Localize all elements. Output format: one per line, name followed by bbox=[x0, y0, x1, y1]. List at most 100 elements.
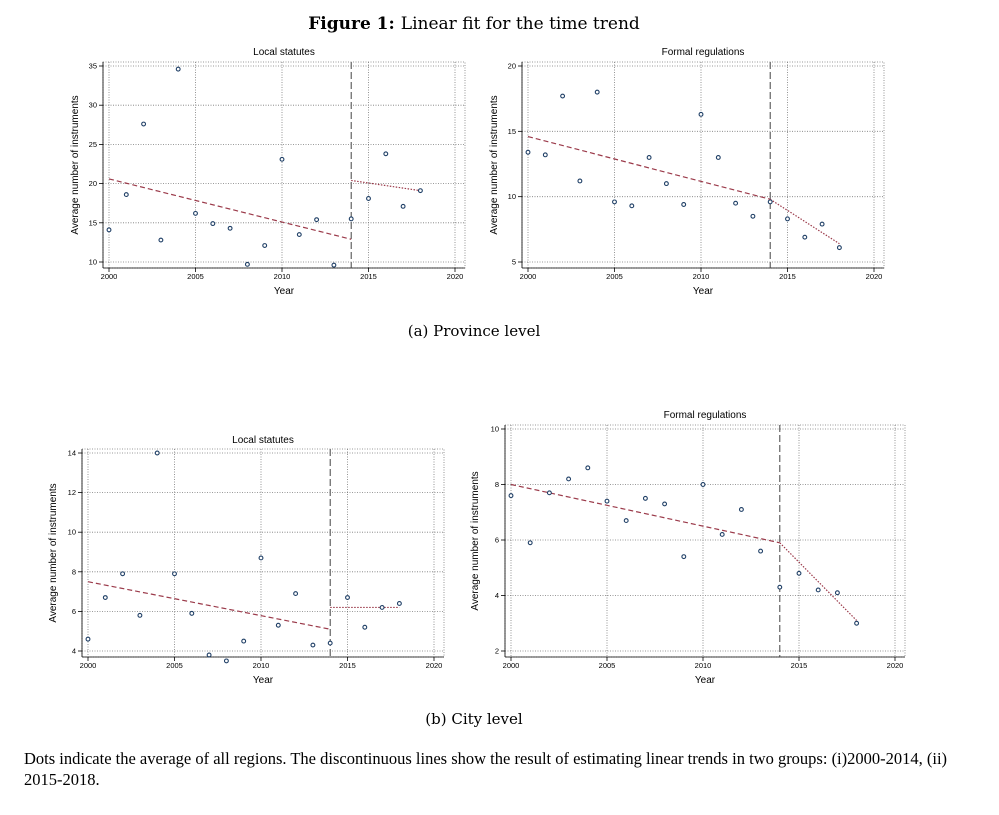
y-tick-label: 15 bbox=[89, 218, 97, 227]
panel-title: Local statutes bbox=[253, 47, 315, 58]
plot-frame bbox=[102, 61, 466, 269]
data-point bbox=[400, 203, 406, 209]
data-point bbox=[244, 261, 250, 267]
plot-frame bbox=[81, 448, 445, 658]
data-point bbox=[154, 450, 160, 456]
x-tick-label: 2000 bbox=[80, 661, 97, 670]
data-point bbox=[646, 155, 652, 160]
data-point bbox=[577, 178, 583, 184]
x-tick-label: 2010 bbox=[274, 272, 291, 281]
data-point bbox=[527, 540, 533, 546]
y-tick-label: 10 bbox=[491, 425, 499, 434]
x-tick-label: 2020 bbox=[447, 272, 464, 281]
data-point bbox=[331, 262, 337, 268]
y-tick-label: 8 bbox=[495, 480, 499, 489]
subcaption-province-level: (a) Province level bbox=[408, 322, 541, 340]
data-point bbox=[417, 188, 423, 194]
data-point bbox=[85, 636, 91, 642]
data-point bbox=[210, 221, 216, 227]
data-point bbox=[175, 66, 181, 72]
data-point bbox=[189, 610, 195, 616]
data-point bbox=[310, 642, 316, 648]
panel-title: Formal regulations bbox=[664, 410, 747, 421]
figure-label: Figure 1: bbox=[308, 14, 395, 34]
x-tick-label: 2015 bbox=[360, 272, 377, 281]
data-point bbox=[546, 490, 552, 496]
data-point bbox=[258, 555, 264, 561]
data-point bbox=[698, 111, 704, 117]
data-point bbox=[663, 181, 669, 187]
x-tick-label: 2005 bbox=[166, 661, 183, 670]
data-point bbox=[629, 203, 635, 209]
data-point bbox=[785, 216, 790, 222]
data-point bbox=[560, 93, 566, 99]
data-point bbox=[137, 612, 143, 618]
y-axis-label: Average number of instruments bbox=[70, 95, 81, 234]
data-point bbox=[758, 548, 764, 554]
y-tick-label: 6 bbox=[72, 607, 76, 616]
y-axis-label: Average number of instruments bbox=[489, 95, 500, 234]
trend-line-2015-2018 bbox=[351, 179, 421, 192]
subcaption-city-level: (b) City level bbox=[425, 710, 523, 728]
panel-title: Formal regulations bbox=[662, 47, 745, 58]
data-point bbox=[508, 493, 514, 499]
trend-line-2000-2014 bbox=[108, 178, 352, 240]
plot-frame bbox=[521, 61, 885, 269]
data-point bbox=[767, 199, 773, 205]
plot-frame bbox=[504, 424, 906, 658]
data-point bbox=[106, 227, 112, 233]
data-point bbox=[123, 192, 129, 198]
data-point bbox=[158, 237, 164, 243]
x-tick-label: 2010 bbox=[693, 272, 710, 281]
data-point bbox=[345, 595, 350, 600]
data-point bbox=[262, 243, 268, 248]
chart-city-formal-regulations: 2 4 6 8 10 2000 2005 2010 2015 2020 Formal regulat… bbox=[470, 410, 906, 686]
figure-note: Dots indicate the average of all regions… bbox=[24, 749, 948, 789]
data-point bbox=[542, 152, 548, 158]
data-point bbox=[241, 638, 247, 644]
x-tick-label: 2015 bbox=[791, 661, 808, 670]
data-point bbox=[366, 196, 371, 201]
data-point bbox=[612, 199, 617, 205]
data-point bbox=[802, 234, 808, 240]
y-tick-label: 4 bbox=[495, 591, 499, 600]
trend-line-2000-2014 bbox=[527, 135, 771, 200]
x-tick-label: 2010 bbox=[253, 661, 270, 670]
y-tick-label: 12 bbox=[68, 488, 76, 497]
y-tick-label: 14 bbox=[68, 449, 76, 458]
data-point bbox=[585, 465, 591, 471]
data-point bbox=[327, 640, 333, 646]
data-point bbox=[525, 149, 531, 155]
x-axis-label: Year bbox=[693, 286, 714, 297]
x-tick-label: 2005 bbox=[606, 272, 623, 281]
data-point bbox=[172, 571, 177, 577]
x-tick-label: 2005 bbox=[599, 661, 616, 670]
x-axis-label: Year bbox=[274, 286, 295, 297]
data-point bbox=[279, 156, 285, 162]
x-tick-label: 2020 bbox=[426, 661, 443, 670]
trend-line-2000-2014 bbox=[510, 483, 780, 544]
data-point bbox=[594, 89, 600, 95]
panel-title: Local statutes bbox=[232, 435, 294, 446]
y-tick-label: 2 bbox=[495, 647, 499, 656]
data-point bbox=[348, 216, 354, 222]
y-axis-label: Average number of instruments bbox=[470, 471, 481, 610]
data-point bbox=[715, 155, 721, 160]
x-tick-label: 2000 bbox=[520, 272, 537, 281]
chart-city-local-statutes: 4 6 8 10 12 14 2000 2005 2010 2015 2020 Local statu… bbox=[48, 435, 445, 686]
data-point bbox=[141, 121, 147, 127]
data-point bbox=[296, 232, 302, 238]
data-point bbox=[733, 200, 739, 206]
x-tick-label: 2015 bbox=[339, 661, 356, 670]
x-tick-label: 2020 bbox=[887, 661, 904, 670]
y-tick-label: 5 bbox=[512, 258, 516, 267]
x-axis-label: Year bbox=[695, 675, 716, 686]
data-point bbox=[383, 151, 389, 157]
data-point bbox=[719, 531, 725, 537]
data-point bbox=[819, 221, 825, 227]
data-point bbox=[362, 624, 368, 630]
y-tick-label: 25 bbox=[89, 140, 97, 149]
data-point bbox=[379, 604, 385, 610]
data-point bbox=[738, 507, 744, 512]
